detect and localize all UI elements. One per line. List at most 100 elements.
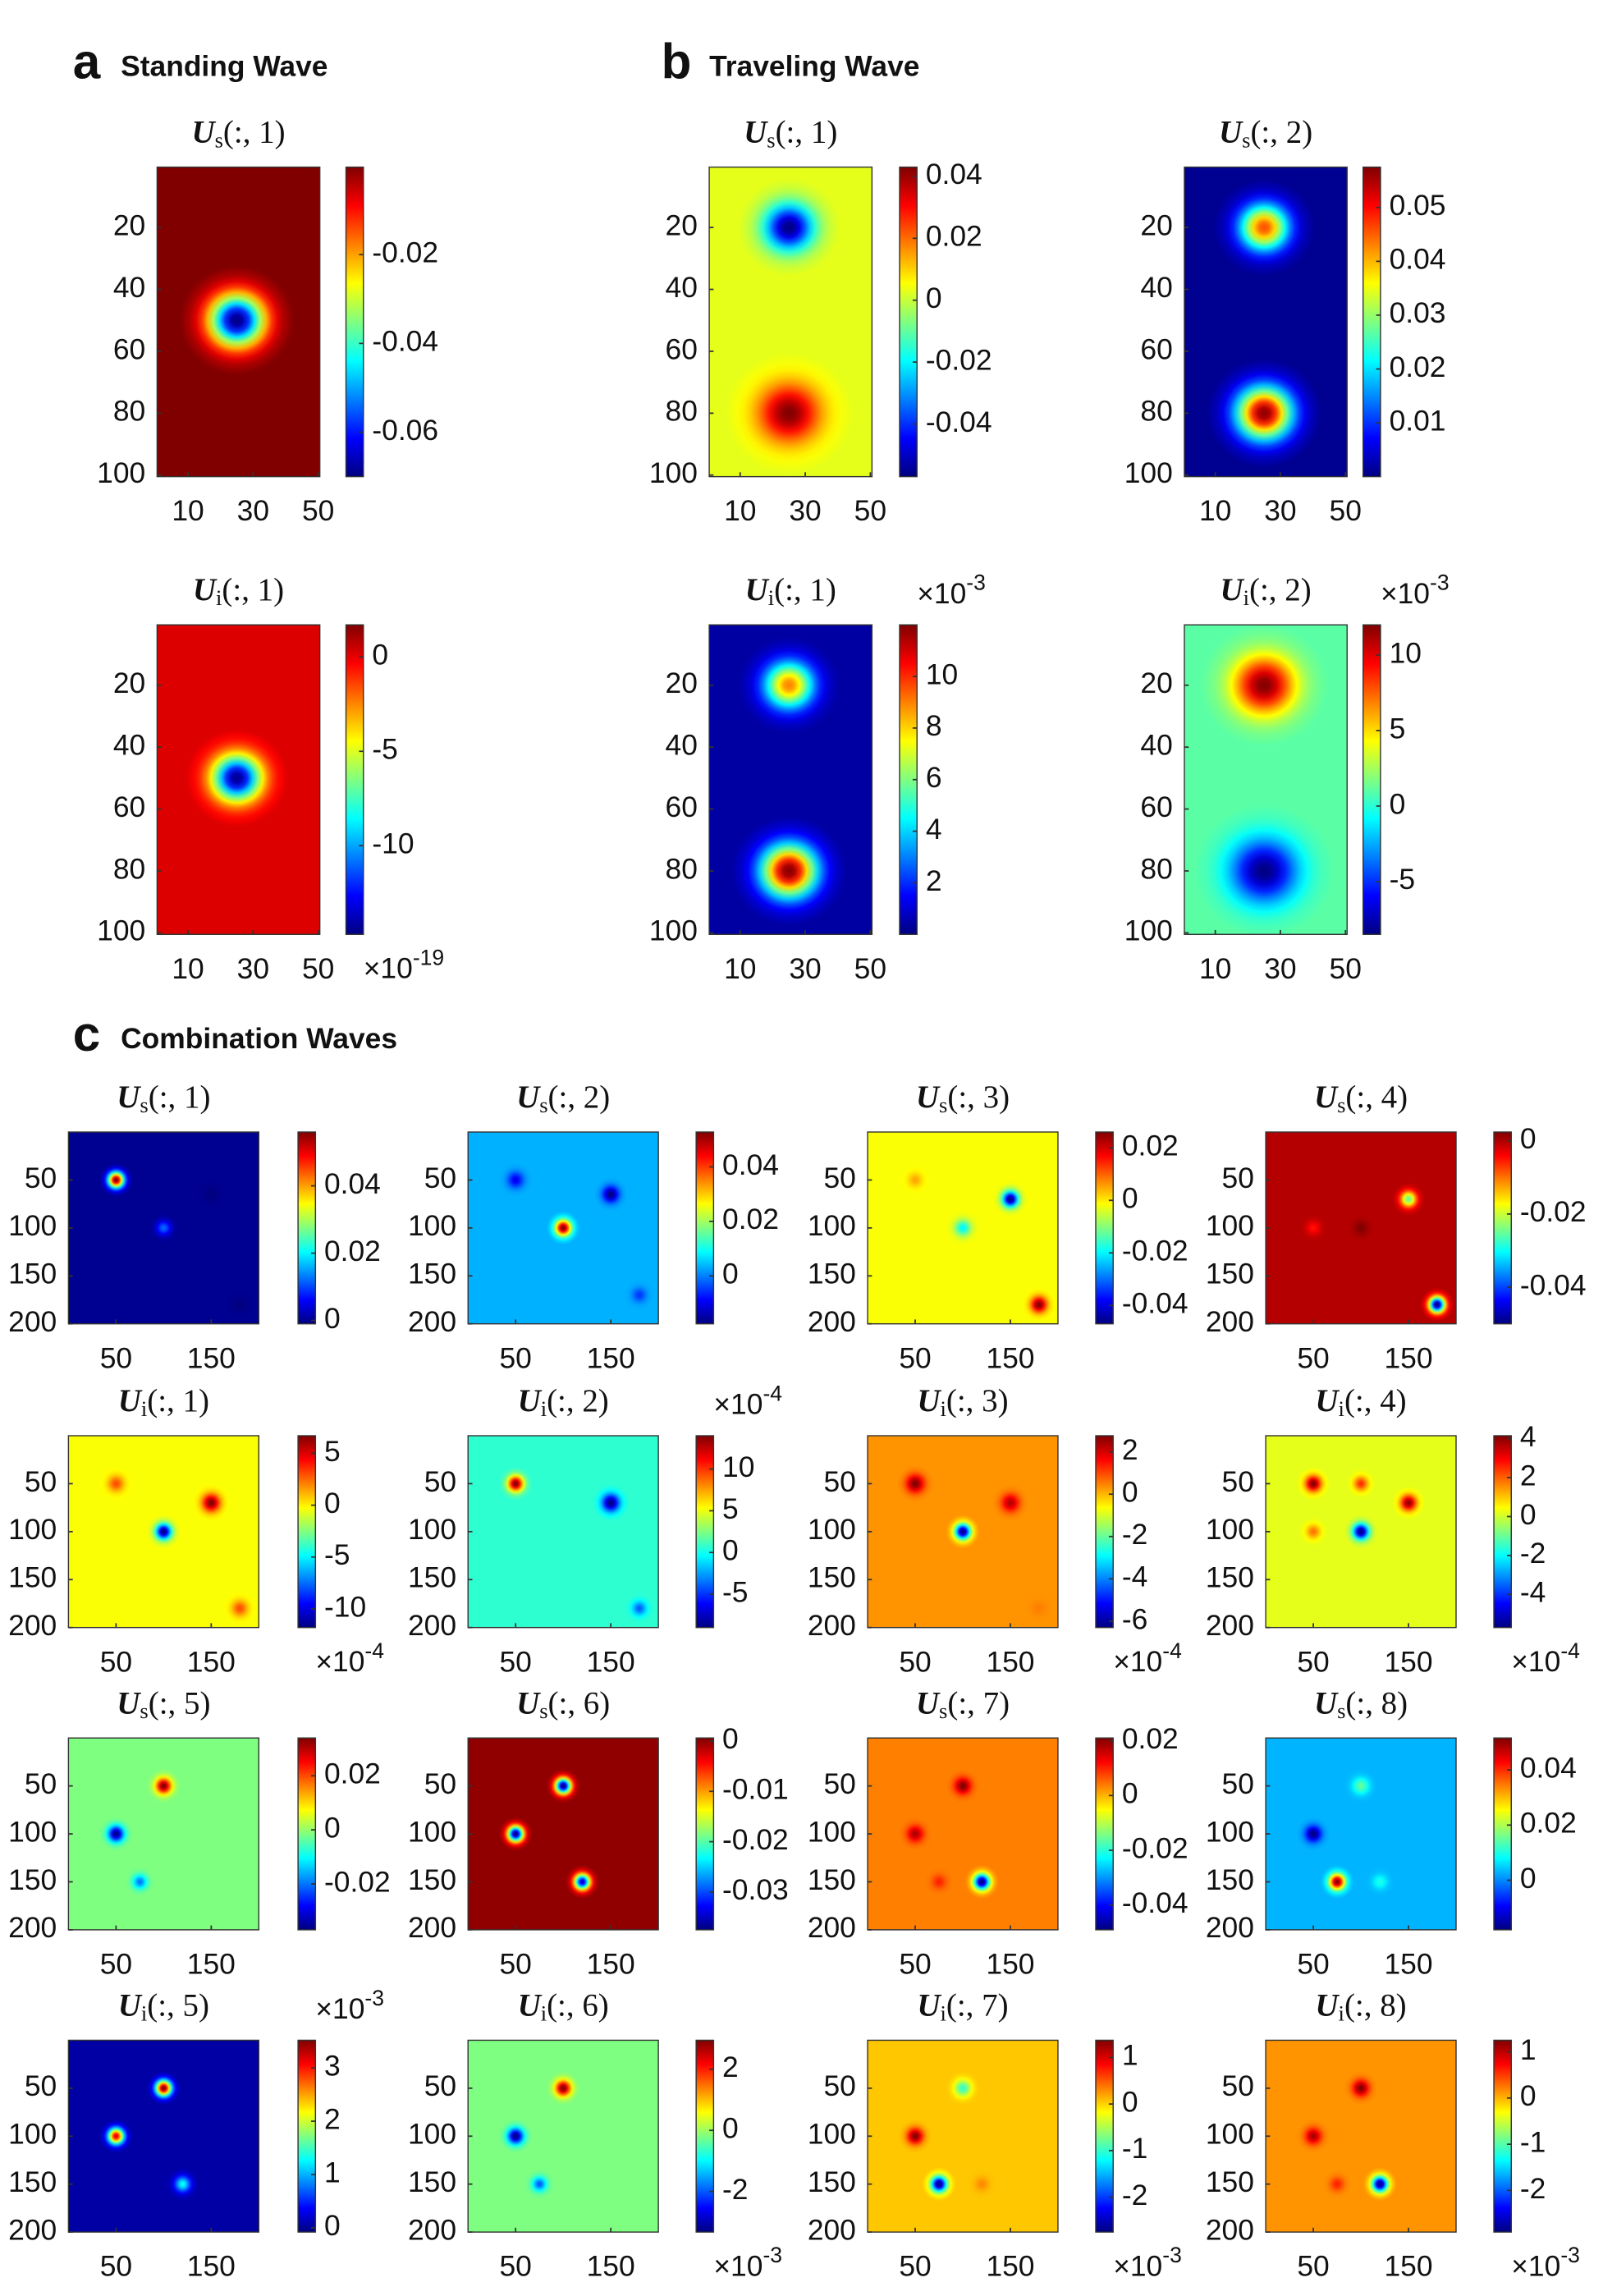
y-tick-label: 150: [808, 1258, 856, 1290]
colorbar-tick-label: 0: [1122, 2085, 1138, 2118]
title-subscript: i: [141, 1396, 147, 1421]
colorbar-tick-label: 0.04: [324, 1167, 381, 1200]
title-symbol: U: [1219, 115, 1243, 150]
title-arguments: (:, 2): [1249, 572, 1312, 607]
colorbar-tick-label: -0.02: [926, 343, 992, 376]
title-arguments: (:, 6): [548, 1685, 611, 1721]
exponent-base: ×10: [1113, 2250, 1162, 2283]
colorbar-tick-label: -0.02: [1122, 1235, 1189, 1267]
colorbar-tick-label: 1: [324, 2156, 341, 2188]
y-tick-label: 200: [8, 1609, 57, 1642]
panel-title: Us(:, 7): [916, 1685, 1010, 1723]
colorbar-tick-label: -2: [722, 2173, 748, 2206]
colorbar: [297, 1131, 317, 1325]
exponent-base: ×10: [713, 1388, 763, 1421]
heatmap-field: [178, 264, 295, 377]
colorbar-tick-label: -1: [1520, 2125, 1546, 2158]
title-arguments: (:, 4): [1345, 1079, 1408, 1115]
y-tick-label: 50: [424, 1767, 456, 1800]
exponent-power: -3: [1162, 2243, 1182, 2267]
y-tick-label: 150: [1206, 1863, 1254, 1896]
field-blob: [1391, 1485, 1426, 1520]
colorbar-exponent: ×10-4: [713, 1381, 782, 1420]
colorbar-tick-label: 0.04: [1390, 243, 1446, 276]
y-tick-label: 50: [424, 1465, 456, 1498]
x-tick-label: 150: [587, 1645, 635, 1678]
colorbar-tick-label: -4: [1122, 1560, 1147, 1593]
colorbar-tick-label: 0: [372, 639, 388, 671]
x-tick-label: 150: [1384, 2250, 1432, 2283]
y-tick-label: 60: [113, 332, 145, 365]
field-blob: [591, 1483, 630, 1523]
heatmap-background: [68, 2040, 259, 2233]
y-tick-label: 150: [408, 2165, 456, 2198]
heatmap-field: [498, 2070, 581, 2200]
colorbar: [695, 1131, 715, 1325]
panel-title: Ui(:, 5): [118, 1987, 209, 2025]
exponent-power: -3: [1430, 571, 1450, 595]
title-arguments: (:, 8): [1344, 1987, 1407, 2023]
field-blob: [1296, 1466, 1330, 1501]
title-arguments: (:, 2): [1250, 115, 1312, 150]
colorbar: [695, 2039, 715, 2233]
y-tick-label: 150: [808, 1863, 856, 1896]
image-frame: [708, 166, 873, 478]
field-blob: [736, 635, 841, 736]
colorbar-tick-label: 2: [722, 2051, 739, 2083]
section-label: c: [73, 1006, 100, 1061]
colorbar-tick-label: 0.02: [1122, 1722, 1179, 1755]
image-frame: [1265, 2039, 1457, 2233]
field-blob: [185, 728, 289, 828]
y-tick-label: 50: [25, 1767, 57, 1800]
title-symbol: U: [1220, 572, 1244, 607]
field-blob: [1345, 1212, 1376, 1244]
field-blob: [923, 1866, 955, 1898]
title-subscript: s: [140, 1093, 148, 1117]
field-blob: [895, 1464, 935, 1503]
y-tick-label: 150: [8, 1561, 57, 1594]
heatmap-field: [98, 1162, 257, 1322]
colorbar-tick-label: 10: [1390, 636, 1422, 669]
title-arguments: (:, 5): [147, 1987, 209, 2023]
panel-title: Us(:, 2): [516, 1079, 610, 1117]
x-tick-label: 30: [789, 952, 821, 985]
y-tick-label: 100: [408, 1209, 456, 1242]
heatmap-background: [68, 1738, 259, 1930]
title-subscript: i: [1243, 585, 1249, 610]
title-subscript: s: [939, 1093, 947, 1117]
colorbar-tick-label: -4: [1520, 1576, 1546, 1609]
colorbar-tick-label: 2: [926, 864, 942, 897]
y-tick-label: 150: [408, 1561, 456, 1594]
y-tick-label: 150: [408, 1863, 456, 1896]
x-tick-label: 50: [899, 1341, 931, 1374]
title-symbol: U: [917, 1987, 941, 2023]
y-tick-label: 200: [408, 1911, 456, 1944]
field-blob: [194, 1176, 229, 1212]
colorbar-tick-label: -0.02: [372, 236, 438, 268]
field-blob: [1345, 1468, 1376, 1500]
colorbar-tick-label: 0.02: [1390, 351, 1446, 383]
heatmap-field: [98, 1466, 257, 1626]
colorbar-tick-label: -10: [372, 827, 414, 860]
colorbar-tick-label: 0: [1520, 1122, 1537, 1155]
field-blob: [165, 2166, 200, 2202]
y-tick-label: 20: [1140, 209, 1172, 241]
colorbar-exponent: ×10-4: [1511, 1638, 1580, 1678]
colorbar: [899, 166, 918, 478]
title-symbol: U: [916, 1685, 941, 1721]
colorbar-tick-label: 5: [1390, 712, 1406, 745]
heatmap-field: [1192, 625, 1336, 935]
colorbar-tick-label: 10: [722, 1450, 754, 1483]
field-blob: [222, 1287, 257, 1322]
image-frame: [1184, 624, 1348, 935]
y-tick-label: 100: [1206, 1209, 1254, 1242]
panel-title: Us(:, 2): [1219, 115, 1312, 153]
field-blob: [946, 1514, 980, 1549]
field-blob: [498, 1162, 534, 1198]
heatmap-field: [185, 728, 289, 828]
field-blob: [898, 2119, 932, 2154]
field-blob: [146, 1768, 181, 1803]
x-tick-label: 50: [1297, 1947, 1329, 1980]
title-arguments: (:, 1): [223, 115, 286, 150]
colorbar-tick-label: 0: [722, 2112, 739, 2145]
